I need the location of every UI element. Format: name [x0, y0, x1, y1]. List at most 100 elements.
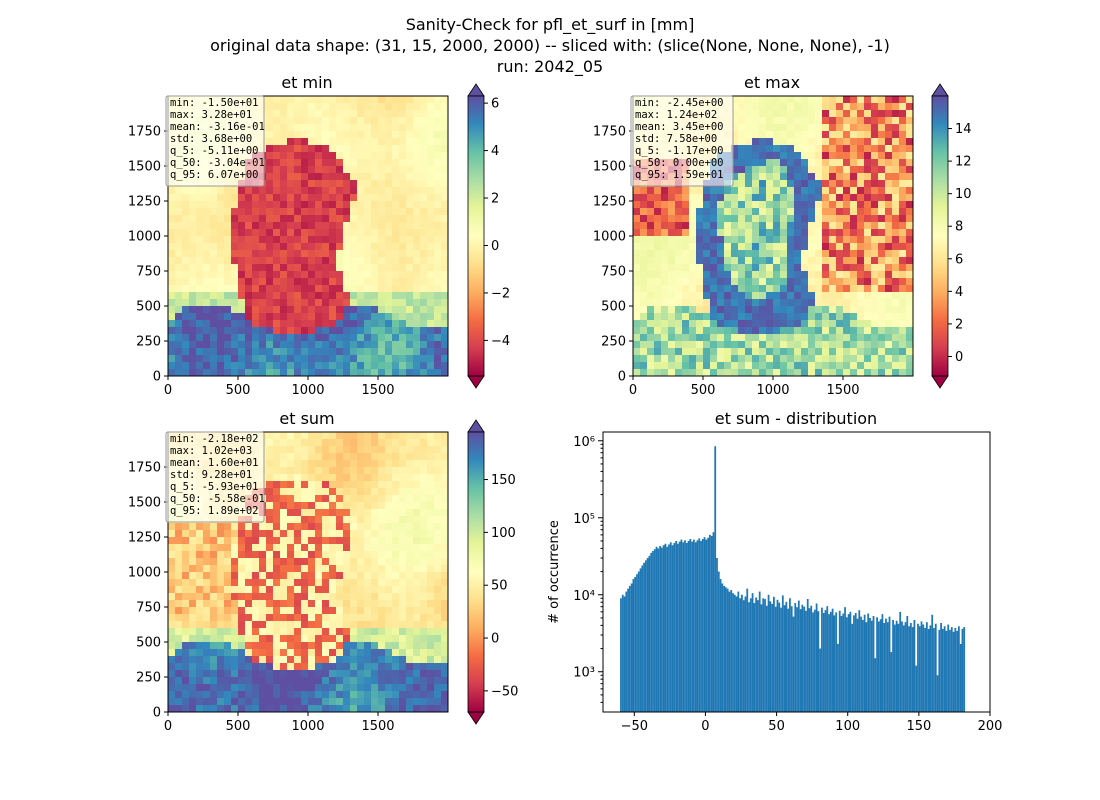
et-min-cell	[406, 110, 414, 118]
et-sum-cell	[420, 586, 428, 594]
et-max-cell	[780, 180, 788, 188]
et-max-cell	[787, 362, 795, 370]
et-min-cell	[406, 271, 414, 279]
et-sum-cell	[378, 432, 386, 440]
et-min-cell	[322, 320, 330, 328]
et-max-cell	[654, 285, 662, 293]
et-sum-cell	[329, 607, 337, 615]
et-sum-cell	[343, 621, 351, 629]
et-max-cell	[738, 229, 746, 237]
et-min-cell	[441, 173, 449, 181]
et-min-cell	[175, 264, 183, 272]
et-min-cell	[329, 215, 337, 223]
et-min-cell	[231, 313, 239, 321]
et-max-cell	[717, 236, 725, 244]
et-sum-cell	[343, 432, 351, 440]
et-min-cell	[280, 236, 288, 244]
et-sum-cell	[238, 530, 246, 538]
et-sum-cell	[413, 558, 421, 566]
et-min-cell	[392, 313, 400, 321]
et-max-cell	[892, 264, 900, 272]
et-min-cell	[294, 271, 302, 279]
et-max-cell	[745, 334, 753, 342]
et-max-cell	[829, 306, 837, 314]
et-max-cell	[871, 299, 879, 307]
et-min-cell	[294, 117, 302, 125]
et-sum-cell	[357, 705, 365, 713]
et-min-cell	[308, 355, 316, 363]
et-min-cell	[378, 131, 386, 139]
et-max-cell	[647, 362, 655, 370]
et-max-cell	[661, 320, 669, 328]
et-min-cell	[357, 124, 365, 132]
et-max-cell	[906, 166, 914, 174]
et-sum-cell	[280, 432, 288, 440]
et-sum-cell	[224, 607, 232, 615]
et-sum-cell	[189, 537, 197, 545]
et-sum-cell	[231, 572, 239, 580]
et-max-cell	[689, 320, 697, 328]
et-max-cell	[864, 306, 872, 314]
et-max-cell	[794, 180, 802, 188]
et-min-cell	[392, 341, 400, 349]
et-max-colorbar-tick-label: 14	[955, 122, 972, 137]
et-sum-cell	[336, 691, 344, 699]
et-sum-cell	[224, 572, 232, 580]
et-sum-cell	[357, 614, 365, 622]
et-min-cell	[357, 278, 365, 286]
et-sum-cell	[238, 621, 246, 629]
et-sum-cell	[343, 642, 351, 650]
et-min-cell	[329, 264, 337, 272]
et-min-cell	[168, 208, 176, 216]
et-sum-stats-background	[165, 431, 265, 523]
et-min-cell	[420, 341, 428, 349]
et-max-cell	[780, 243, 788, 251]
et-sum-cell	[308, 642, 316, 650]
et-sum-cell	[322, 432, 330, 440]
et-max-cell	[864, 152, 872, 160]
et-max-cell	[899, 187, 907, 195]
et-min-cell	[217, 229, 225, 237]
et-max-cell	[724, 369, 732, 377]
et-sum-cell	[231, 586, 239, 594]
et-min-cell	[168, 278, 176, 286]
et-max-cell	[836, 292, 844, 300]
et-max-cell	[864, 215, 872, 223]
et-sum-cell	[343, 558, 351, 566]
et-max-cell	[661, 278, 669, 286]
et-max-cell	[829, 327, 837, 335]
et-sum-cell	[364, 586, 372, 594]
et-max-cell	[885, 159, 893, 167]
et-sum-cell	[413, 502, 421, 510]
et-min-cell	[350, 257, 358, 265]
et-sum-cell	[175, 579, 183, 587]
et-max-cell	[857, 222, 865, 230]
et-sum-cell	[441, 593, 449, 601]
et-min-cell	[441, 229, 449, 237]
et-min-cell	[238, 194, 246, 202]
et-min-cell	[329, 313, 337, 321]
et-min-cell	[413, 124, 421, 132]
et-sum-cell	[350, 600, 358, 608]
et-max-cell	[906, 124, 914, 132]
et-max-cell	[773, 159, 781, 167]
et-max-cell	[829, 180, 837, 188]
et-min-cell	[343, 327, 351, 335]
et-sum-cell	[336, 537, 344, 545]
et-min-cell	[385, 208, 393, 216]
et-max-cell	[864, 236, 872, 244]
et-sum-cell	[238, 593, 246, 601]
et-sum-cell	[203, 621, 211, 629]
et-sum-cell	[294, 467, 302, 475]
et-max-cell	[878, 306, 886, 314]
et-sum-cell	[343, 586, 351, 594]
et-sum-cell	[280, 691, 288, 699]
et-sum-cell	[364, 607, 372, 615]
et-sum-cell	[385, 642, 393, 650]
et-sum-cell	[343, 467, 351, 475]
et-min-cell	[189, 278, 197, 286]
et-max-cell	[906, 180, 914, 188]
et-sum-cell	[294, 481, 302, 489]
et-sum-cell	[266, 600, 274, 608]
et-sum-cell	[231, 593, 239, 601]
